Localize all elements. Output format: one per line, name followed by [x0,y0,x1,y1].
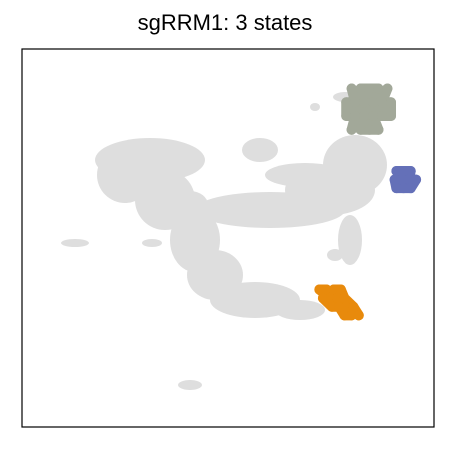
scatter-point [386,111,397,122]
scatter-point [339,293,350,304]
scatter-point [396,174,407,185]
scatter-point [325,293,336,304]
scatter-point [373,83,384,94]
scatter-point [368,97,379,108]
scatter-point [350,111,361,122]
scatter-point [346,124,357,135]
scatter-point [364,124,375,135]
scatter-point [382,83,393,94]
scatter-point [334,301,345,312]
chart-title: sgRRM1: 3 states [137,10,313,35]
scatter-point [391,165,402,176]
scatter-point [398,183,409,194]
background-cell-region [310,103,320,111]
scatter-point [359,111,370,122]
state-series-3 [314,284,364,321]
scatter-point [405,183,416,194]
state-series-2 [389,165,422,194]
scatter-point [355,83,366,94]
scatter-point [389,174,400,185]
scatter-point [373,124,384,135]
scatter-point [377,111,388,122]
background-cell-region [142,239,162,247]
scatter-point [350,97,361,108]
scatter-point [398,165,409,176]
background-cell-region [178,380,202,390]
scatter-point [314,284,325,295]
scatter-point [377,97,388,108]
highlighted-states [314,83,422,321]
background-cell-region [323,135,387,195]
scatter-point [364,83,375,94]
scatter-point [359,97,370,108]
scatter-point [317,293,328,304]
background-cell-region [327,249,343,261]
background-cell-region [172,191,208,219]
background-cell-region [338,215,362,265]
scatter-point [353,310,364,321]
scatter-point [355,124,366,135]
scatter-point [405,165,416,176]
background-cell-region [265,163,345,187]
scatter-point [346,310,357,321]
scatter-point [391,183,402,194]
scatter-point [386,97,397,108]
state-series-1 [341,83,397,135]
scatter-point [346,83,357,94]
scatter-point [341,301,352,312]
scatter-point [368,111,379,122]
scatter-point [341,111,352,122]
scatter-point [348,301,359,312]
scatter-point [335,284,346,295]
background-cell-region [61,239,89,247]
scatter-point [339,310,350,321]
scatter-point [341,97,352,108]
background-cell-region [242,138,278,162]
background-cell-cloud [61,92,387,390]
scatter-point [332,293,343,304]
plot-frame [21,48,435,428]
scatter-point [321,284,332,295]
scatter-point [411,174,422,185]
background-cell-region [275,300,325,320]
scatter-point [326,301,337,312]
scatter-point [328,284,339,295]
scatter-point [403,174,414,185]
state-region [341,83,397,135]
